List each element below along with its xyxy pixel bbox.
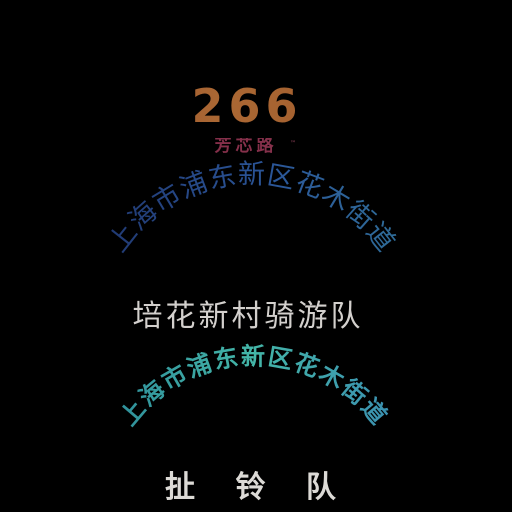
team-name-diabolo: 扯 铃 队 — [165, 470, 351, 505]
arc-label-2: 上海市浦东新区花木街道 — [114, 342, 393, 431]
team-name-cycling: 培花新村骑游队 — [132, 299, 364, 334]
logo-number: 266 — [0, 83, 494, 129]
logo-trademark: ™ — [290, 140, 296, 147]
arc-label-2-path: 上海市浦东新区花木街道 — [114, 342, 391, 431]
logo-subtitle: 芳芯路 — [0, 138, 492, 155]
